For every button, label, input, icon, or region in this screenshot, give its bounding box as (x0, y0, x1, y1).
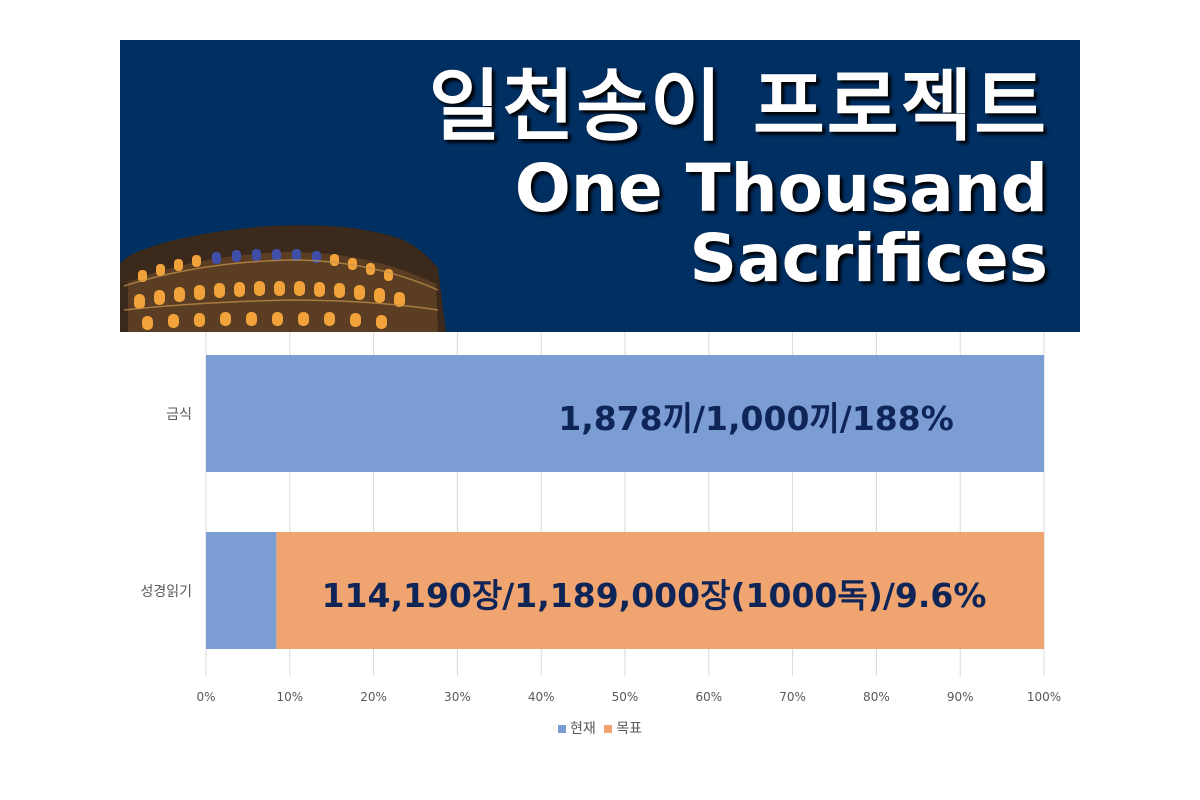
x-tick-label: 40% (527, 690, 555, 704)
banner-title-korean: 일천송이 프로젝트 (428, 62, 1048, 152)
bar-target-1 (276, 532, 1045, 649)
data-label: 114,190장/1,189,000장(1000독)/9.6% (321, 575, 987, 615)
x-tick-label: 70% (779, 690, 806, 704)
legend-swatch-target (604, 725, 613, 733)
bar-current-0 (206, 355, 1044, 472)
legend-label-current: 현재 (570, 721, 596, 737)
legend-item-current: 현재 (558, 718, 596, 738)
x-tick-label: 0% (196, 690, 216, 704)
bars (206, 355, 1045, 649)
title-banner: 일천송이 프로젝트 One Thousand Sacrifices (120, 40, 1080, 332)
category-label: 성경읽기 (140, 583, 192, 600)
data-label: 1,878끼/1,000끼/188% (558, 398, 954, 438)
banner-title-english-line2: Sacrifices (689, 220, 1048, 297)
banner-title-english-line1: One Thousand (514, 150, 1048, 227)
legend-item-target: 목표 (604, 718, 642, 738)
x-tick-label: 20% (360, 690, 387, 704)
x-tick-label: 30% (444, 690, 471, 704)
category-label: 금식 (166, 406, 192, 423)
colosseum-image (120, 225, 446, 332)
legend-swatch-current (558, 725, 566, 733)
bar-current-1 (206, 532, 277, 649)
legend-label-target: 목표 (616, 721, 642, 737)
x-tick-label: 10% (276, 690, 304, 704)
x-tick-label: 80% (863, 690, 890, 704)
x-tick-label: 50% (611, 690, 639, 704)
legend: 현재 목표 (0, 718, 1200, 738)
x-tick-label: 100% (1026, 690, 1062, 704)
x-tick-label: 60% (695, 690, 723, 704)
x-tick-label: 90% (946, 690, 974, 704)
